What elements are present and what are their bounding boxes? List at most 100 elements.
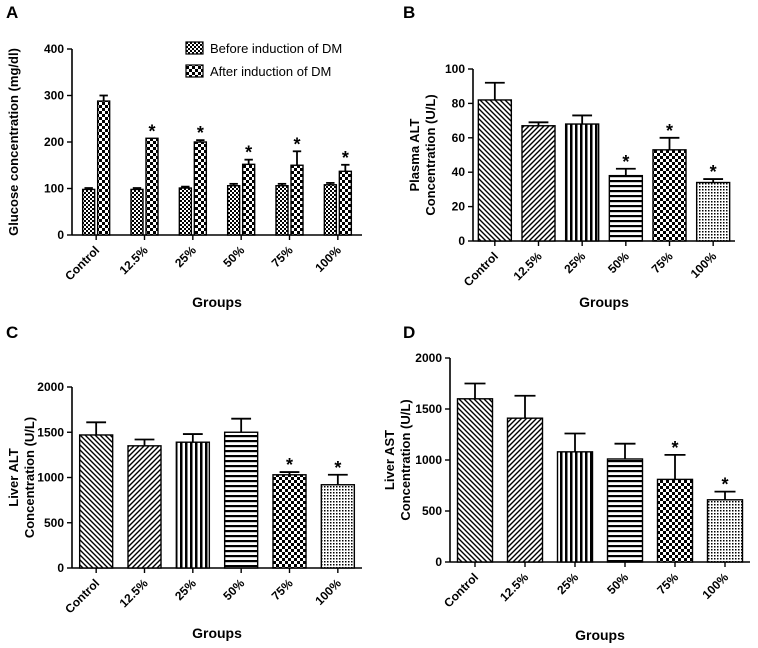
panel-b-ytick-label-2: 40	[452, 165, 466, 179]
panel-d-ytick-label-4: 2000	[415, 351, 442, 365]
panel-b-ytick-label-3: 60	[452, 131, 466, 145]
panel-d-y-label-line-1: Concentration (U/L)	[398, 399, 413, 520]
panel-d-bar-0	[456, 398, 494, 563]
panel-a-xtick-label-0: Control	[62, 243, 102, 283]
panel-a-bar-0-0	[81, 188, 96, 236]
panel-b-bar-3	[608, 174, 644, 242]
panel-c-xtick-label-1: 12.5%	[117, 576, 151, 610]
panel-b-letter: B	[403, 3, 415, 22]
panel-a-ytick-label-3: 300	[44, 89, 64, 103]
panel-c-bar-0	[78, 434, 114, 569]
panel-c-ytick-label-3: 1500	[37, 425, 64, 439]
panel-c-xtick-label-3: 50%	[220, 576, 247, 603]
panel-d-bar-2	[556, 451, 594, 563]
panel-d-bar-4	[656, 478, 694, 563]
panel-b-bar-0	[477, 99, 513, 242]
panel-a-legend-label-0: Before induction of DM	[210, 41, 342, 56]
panel-a-xtick-label-1: 12.5%	[117, 243, 151, 277]
panel-c-xtick-label-2: 25%	[172, 576, 199, 603]
panel-b-xtick-label-3: 50%	[605, 249, 632, 276]
panel-a-bar-1-3-significance-star: *	[245, 143, 252, 163]
panel-a-bar-1-3	[241, 163, 256, 236]
panel-b-xtick-label-5: 100%	[688, 249, 720, 281]
panel-d-xtick-label-1: 12.5%	[497, 570, 531, 604]
panel-a-ytick-label-1: 100	[44, 182, 64, 196]
panel-a-xtick-label-4: 75%	[269, 243, 296, 270]
panel-c-y-label-line-0: Liver ALT	[6, 448, 21, 507]
panel-c-bar-5	[320, 484, 356, 569]
panel-a-bar-0-4	[275, 185, 289, 236]
panel-a-x-label: Groups	[192, 294, 242, 310]
panel-a-legend-label-1: After induction of DM	[210, 64, 331, 79]
panel-a-legend-swatch-1	[185, 64, 204, 78]
panel-a-bar-1-4	[290, 164, 304, 236]
panel-a-bar-1-4-significance-star: *	[293, 134, 300, 154]
panel-d-ytick-label-0: 0	[435, 555, 442, 569]
panel-a-ytick-label-4: 400	[44, 42, 64, 56]
panel-a-ytick-label-2: 200	[44, 135, 64, 149]
panel-c-ytick-label-2: 1000	[37, 471, 64, 485]
panel-d-y-label-line-0: Liver AST	[382, 430, 397, 490]
panel-c-bar-2	[175, 441, 211, 569]
panel-b-xtick-label-1: 12.5%	[511, 249, 545, 283]
panel-c-xtick-label-5: 100%	[312, 576, 344, 608]
panel-a-bar-1-2	[193, 141, 208, 236]
panel-c-xtick-label-4: 75%	[269, 576, 296, 603]
panel-d-bar-3	[606, 458, 644, 563]
panel-b-bar-2	[564, 123, 600, 242]
panel-b-xtick-label-4: 75%	[649, 249, 676, 276]
panel-d-x-label: Groups	[575, 627, 625, 643]
panel-b-xtick-label-2: 25%	[561, 249, 588, 276]
panel-d-xtick-label-0: Control	[441, 570, 481, 610]
panel-b-x-label: Groups	[579, 294, 629, 310]
panel-b-ytick-label-0: 0	[458, 234, 465, 248]
panel-d-bar-5-significance-star: *	[721, 475, 728, 495]
panel-d-ytick-label-3: 1500	[415, 402, 442, 416]
panel-a-xtick-label-3: 50%	[220, 243, 247, 270]
panel-a-xtick-label-5: 100%	[312, 243, 344, 275]
panel-d-letter: D	[403, 323, 415, 342]
panel-c-xtick-label-0: Control	[62, 576, 102, 616]
panel-a-bar-0-1	[130, 188, 144, 236]
panel-d-xtick-label-2: 25%	[554, 570, 581, 597]
panel-d-ytick-label-2: 1000	[415, 453, 442, 467]
panel-a-bar-0-3	[226, 185, 241, 236]
panel-a-bar-1-1-significance-star: *	[148, 121, 155, 141]
panel-d-ytick-label-1: 500	[422, 504, 442, 518]
panel-c-ytick-label-1: 500	[44, 516, 64, 530]
panel-d-bar-1	[506, 417, 544, 563]
panel-a-bar-1-5	[338, 170, 353, 236]
panel-c-bar-4	[272, 474, 307, 569]
panel-a-bar-1-1	[145, 137, 159, 236]
panel-c-ytick-label-4: 2000	[37, 380, 64, 394]
panel-a-bar-1-0	[96, 100, 111, 236]
panel-d-xtick-label-3: 50%	[604, 570, 631, 597]
panel-a-bar-0-2	[178, 187, 193, 236]
panel-c-bar-5-significance-star: *	[334, 458, 341, 478]
panel-d-bar-5	[706, 499, 744, 563]
panel-b-bar-3-significance-star: *	[622, 152, 629, 172]
panel-c-bar-3	[223, 431, 259, 569]
panel-b-ytick-label-4: 80	[452, 96, 466, 110]
panel-b-bar-1	[521, 125, 556, 242]
panel-c-ytick-label-0: 0	[57, 561, 64, 575]
panel-a-ytick-label-0: 0	[57, 228, 64, 242]
panel-c-bar-1	[127, 445, 162, 569]
panel-a-bar-0-5	[323, 184, 338, 236]
panel-a-y-label-line-0: Glucose concentration (mg/dl)	[6, 48, 21, 236]
panel-b-y-label-line-1: Concentration (U/L)	[423, 94, 438, 215]
panel-b-bar-4-significance-star: *	[666, 121, 673, 141]
panel-d-bar-4-significance-star: *	[671, 438, 678, 458]
panel-b-y-label-line-0: Plasma ALT	[407, 118, 422, 191]
panel-a-legend-swatch-0	[185, 41, 204, 55]
panel-b-ytick-label-5: 100	[445, 62, 465, 76]
panel-c-bar-4-significance-star: *	[286, 455, 293, 475]
panel-d-xtick-label-5: 100%	[700, 570, 732, 602]
panel-a-letter: A	[6, 3, 18, 22]
panel-b-bar-4	[652, 149, 687, 242]
panel-a-xtick-label-2: 25%	[172, 243, 199, 270]
panel-b-ytick-label-1: 20	[452, 200, 466, 214]
panel-c-x-label: Groups	[192, 625, 242, 641]
panel-c-letter: C	[6, 323, 18, 342]
